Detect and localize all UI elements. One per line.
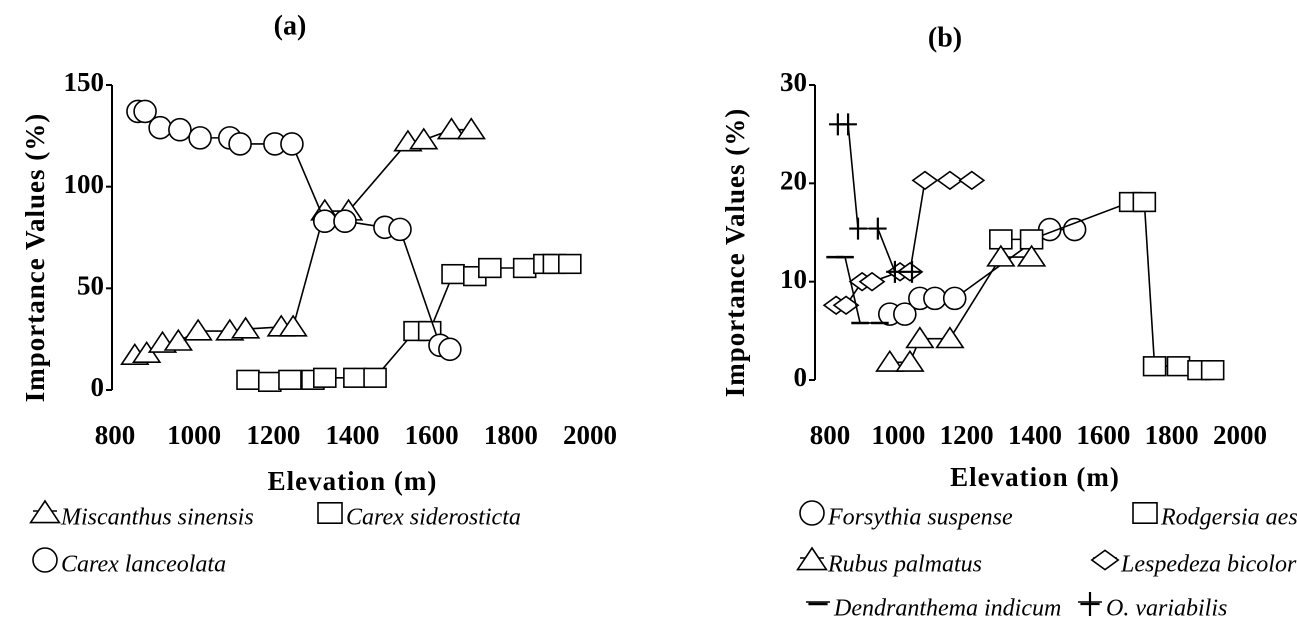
marker xyxy=(183,318,213,341)
x-tick-label: 1600 xyxy=(405,420,459,450)
marker xyxy=(796,546,828,571)
x-tick-label: 1000 xyxy=(167,420,221,450)
x-tick-label: 1600 xyxy=(1076,420,1130,450)
marker xyxy=(1132,191,1157,213)
x-tick-label: 2000 xyxy=(563,420,617,450)
y-tick-label: 10 xyxy=(780,264,807,294)
marker xyxy=(958,170,986,191)
marker xyxy=(1016,244,1047,267)
marker xyxy=(388,217,412,242)
marker xyxy=(911,170,939,191)
y-axis-label: Importance Values (%) xyxy=(720,108,750,398)
legend-label: Rubus palmatus xyxy=(827,552,982,578)
marker xyxy=(1200,360,1225,381)
legend-label: O. variabilis xyxy=(1106,596,1227,622)
marker xyxy=(456,117,486,140)
marker xyxy=(441,263,465,285)
marker xyxy=(478,257,502,279)
marker xyxy=(942,286,967,311)
x-tick-label: 2000 xyxy=(1213,420,1267,450)
marker xyxy=(438,337,462,362)
y-tick-label: 150 xyxy=(64,67,105,97)
series-line xyxy=(837,123,912,273)
x-axis-label: Elevation (m) xyxy=(268,466,438,496)
x-tick-label: 800 xyxy=(95,420,136,450)
marker xyxy=(903,260,921,283)
x-tick-label: 1200 xyxy=(940,420,994,450)
marker xyxy=(280,132,304,156)
legend-label: Forsythia suspense xyxy=(827,505,1013,531)
y-tick-label: 30 xyxy=(780,67,807,97)
marker xyxy=(869,217,887,240)
marker xyxy=(168,117,192,142)
marker xyxy=(317,501,343,524)
x-tick-label: 1800 xyxy=(484,420,538,450)
marker xyxy=(133,99,157,124)
marker xyxy=(558,253,582,275)
marker xyxy=(32,547,58,573)
marker xyxy=(188,126,212,150)
marker xyxy=(257,371,282,393)
marker xyxy=(935,326,965,349)
marker xyxy=(1132,501,1158,524)
marker xyxy=(230,316,261,339)
marker xyxy=(839,113,857,136)
marker xyxy=(905,326,935,349)
x-axis-label: Elevation (m) xyxy=(950,462,1120,492)
marker xyxy=(363,367,387,388)
marker xyxy=(228,132,252,156)
y-axis-label: Importance Values (%) xyxy=(20,113,50,403)
x-tick-label: 800 xyxy=(810,420,851,450)
marker xyxy=(236,369,260,390)
marker xyxy=(278,314,308,337)
marker xyxy=(436,117,467,140)
marker xyxy=(832,295,860,316)
marker xyxy=(849,217,867,240)
marker xyxy=(799,500,825,526)
chart-title: (a) xyxy=(274,10,307,41)
marker xyxy=(1142,356,1167,377)
y-tick-label: 20 xyxy=(780,166,807,196)
legend-label: Carex lanceolata xyxy=(61,552,226,578)
marker xyxy=(512,257,537,279)
series-line xyxy=(1000,201,1213,371)
marker xyxy=(1166,356,1191,377)
marker xyxy=(333,209,357,234)
marker xyxy=(858,271,886,292)
y-tick-label: 0 xyxy=(91,372,105,402)
marker xyxy=(1062,217,1087,242)
x-tick-label: 1400 xyxy=(1008,420,1062,450)
legend-label: Dendranthema indicum xyxy=(833,596,1061,622)
marker xyxy=(986,244,1016,267)
marker xyxy=(312,209,337,234)
marker xyxy=(1090,549,1120,571)
y-tick-label: 50 xyxy=(77,271,104,301)
marker xyxy=(312,367,337,388)
marker xyxy=(886,260,904,283)
marker xyxy=(343,367,367,388)
legend-label: Rodgersia aesculifolia xyxy=(1160,505,1297,531)
y-tick-label: 0 xyxy=(794,362,808,392)
marker xyxy=(278,369,302,390)
x-tick-label: 1000 xyxy=(871,420,925,450)
marker xyxy=(409,127,439,150)
marker xyxy=(148,115,172,140)
y-tick-label: 100 xyxy=(64,169,105,199)
x-tick-label: 1200 xyxy=(246,420,300,450)
marker xyxy=(875,349,905,372)
x-tick-label: 1400 xyxy=(326,420,380,450)
legend-label: Miscanthus sinensis xyxy=(60,505,254,531)
marker xyxy=(893,302,917,326)
legend-label: Lespedeza bicolor xyxy=(1120,552,1297,578)
legend-label: Carex siderosticta xyxy=(346,505,521,531)
x-tick-label: 1800 xyxy=(1145,420,1199,450)
marker xyxy=(923,286,947,311)
marker xyxy=(29,499,61,524)
chart-title: (b) xyxy=(928,22,962,53)
marker xyxy=(1080,592,1100,616)
marker xyxy=(895,349,925,372)
